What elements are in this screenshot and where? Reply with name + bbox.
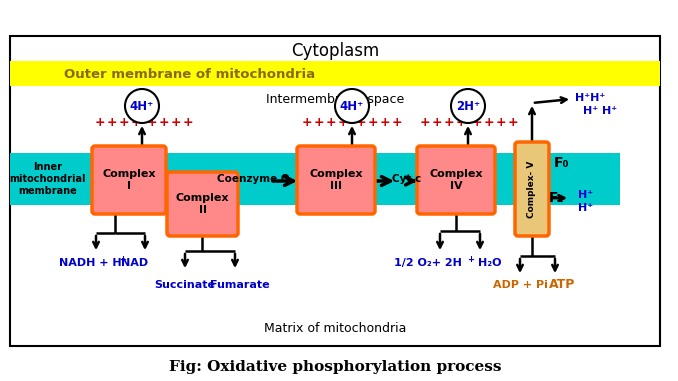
Circle shape <box>125 89 159 123</box>
Text: Fig: Oxidative phosphorylation process: Fig: Oxidative phosphorylation process <box>169 360 501 374</box>
Circle shape <box>451 89 485 123</box>
FancyBboxPatch shape <box>167 172 238 236</box>
Text: F₁: F₁ <box>549 191 565 205</box>
FancyBboxPatch shape <box>297 146 375 214</box>
Text: 4H⁺: 4H⁺ <box>340 99 364 112</box>
Text: 2H⁺: 2H⁺ <box>456 99 480 112</box>
Text: +: + <box>380 117 391 130</box>
Text: +: + <box>468 255 475 264</box>
Circle shape <box>335 89 369 123</box>
Text: +: + <box>338 117 348 130</box>
Text: +: + <box>119 255 127 264</box>
Text: +: + <box>325 117 336 130</box>
Text: H⁺: H⁺ <box>578 203 593 213</box>
Text: Matrix of mitochondria: Matrix of mitochondria <box>264 322 406 336</box>
Text: H⁺: H⁺ <box>578 190 593 200</box>
Text: Succinate: Succinate <box>155 280 216 290</box>
Text: +: + <box>314 117 324 130</box>
Text: Complex
IV: Complex IV <box>429 169 483 191</box>
Bar <box>10 36 660 346</box>
Text: +: + <box>483 117 494 130</box>
Text: +: + <box>119 117 129 130</box>
Text: +: + <box>302 117 313 130</box>
Text: Coenzyme Q: Coenzyme Q <box>217 174 290 184</box>
FancyBboxPatch shape <box>92 146 166 214</box>
Text: H⁺H⁺: H⁺H⁺ <box>575 93 605 103</box>
Text: +: + <box>146 117 157 130</box>
Text: +: + <box>432 117 442 130</box>
Text: Cyt c: Cyt c <box>393 174 422 184</box>
Text: Complex
II: Complex II <box>176 193 229 215</box>
Text: +: + <box>508 117 518 130</box>
Text: +: + <box>131 117 141 130</box>
Text: +: + <box>95 117 105 130</box>
Text: NAD: NAD <box>121 258 148 268</box>
Text: +: + <box>159 117 170 130</box>
Text: +: + <box>496 117 506 130</box>
Text: Complex
I: Complex I <box>102 169 156 191</box>
Text: +: + <box>171 117 181 130</box>
Text: +: + <box>392 117 402 130</box>
Text: NADH + H: NADH + H <box>59 258 121 268</box>
Text: +: + <box>356 117 366 130</box>
Text: +: + <box>472 117 482 130</box>
Text: Inner
mitochondrial
membrane: Inner mitochondrial membrane <box>9 162 86 196</box>
Text: Fumarate: Fumarate <box>210 280 270 290</box>
Text: Cytoplasm: Cytoplasm <box>291 42 379 60</box>
Text: ADP + Pi: ADP + Pi <box>492 280 547 290</box>
Text: +: + <box>456 117 466 130</box>
Bar <box>10 153 620 205</box>
Text: +: + <box>443 117 454 130</box>
Text: F₀: F₀ <box>554 156 570 170</box>
Text: ATP: ATP <box>549 279 575 291</box>
Text: +: + <box>106 117 117 130</box>
Text: Complex
III: Complex III <box>309 169 363 191</box>
Text: Complex- V: Complex- V <box>527 160 536 218</box>
FancyBboxPatch shape <box>515 142 549 236</box>
Text: +: + <box>367 117 378 130</box>
Text: 1/2 O₂+ 2H: 1/2 O₂+ 2H <box>394 258 462 268</box>
Bar <box>10 61 660 86</box>
Text: 4H⁺: 4H⁺ <box>130 99 154 112</box>
Text: H₂O: H₂O <box>478 258 502 268</box>
Text: +: + <box>182 117 193 130</box>
Text: H⁺ H⁺: H⁺ H⁺ <box>583 106 617 116</box>
Text: Intermembrane space: Intermembrane space <box>266 93 404 106</box>
FancyBboxPatch shape <box>417 146 495 214</box>
Text: Outer membrane of mitochondria: Outer membrane of mitochondria <box>64 67 315 80</box>
Text: +: + <box>420 117 431 130</box>
